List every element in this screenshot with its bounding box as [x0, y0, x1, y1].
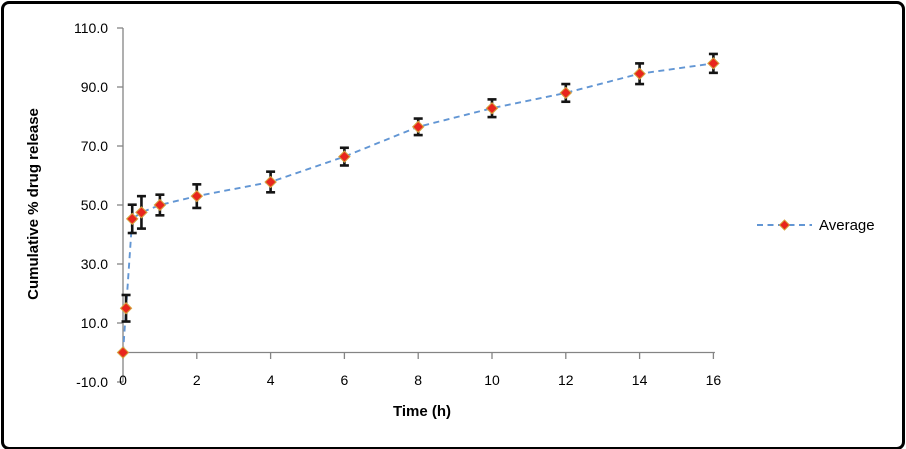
legend-diamond-marker-icon	[778, 219, 791, 231]
data-point-marker	[116, 346, 130, 359]
data-point-marker	[633, 67, 646, 81]
x-tick-label: 4	[267, 372, 275, 388]
series-line	[122, 62, 714, 353]
x-tick-label: 0	[119, 372, 127, 388]
y-tick-label: -10.0	[76, 374, 108, 390]
data-point-marker	[411, 120, 425, 134]
data-point-marker	[264, 175, 277, 189]
data-point-marker	[559, 86, 573, 100]
y-tick-label: 90.0	[81, 79, 108, 95]
x-tick-label: 12	[558, 372, 574, 388]
x-tick-label: 14	[632, 372, 648, 388]
data-point-marker	[125, 212, 139, 226]
data-point-marker	[190, 189, 204, 203]
x-axis-title: Time (h)	[393, 403, 451, 420]
y-tick-label: 50.0	[81, 197, 108, 213]
y-tick-label: 70.0	[81, 138, 108, 154]
legend: Average	[757, 217, 875, 234]
x-tick-label: 6	[341, 372, 349, 388]
x-tick-label: 8	[414, 372, 422, 388]
data-point-marker	[153, 198, 167, 212]
data-point-marker	[338, 150, 351, 163]
y-tick-label: 30.0	[81, 256, 108, 272]
data-point-marker	[485, 101, 499, 115]
data-point-marker	[135, 206, 148, 219]
legend-series-label: Average	[819, 217, 875, 234]
x-tick-label: 2	[193, 372, 201, 388]
x-tick-label: 16	[706, 372, 722, 388]
y-tick-label: 10.0	[81, 315, 108, 331]
data-point-marker	[707, 57, 720, 70]
y-tick-label: 110.0	[74, 20, 108, 36]
data-point-marker	[119, 301, 133, 315]
y-axis-title: Cumulative % drug release	[25, 108, 42, 300]
x-tick-label: 10	[484, 372, 500, 388]
